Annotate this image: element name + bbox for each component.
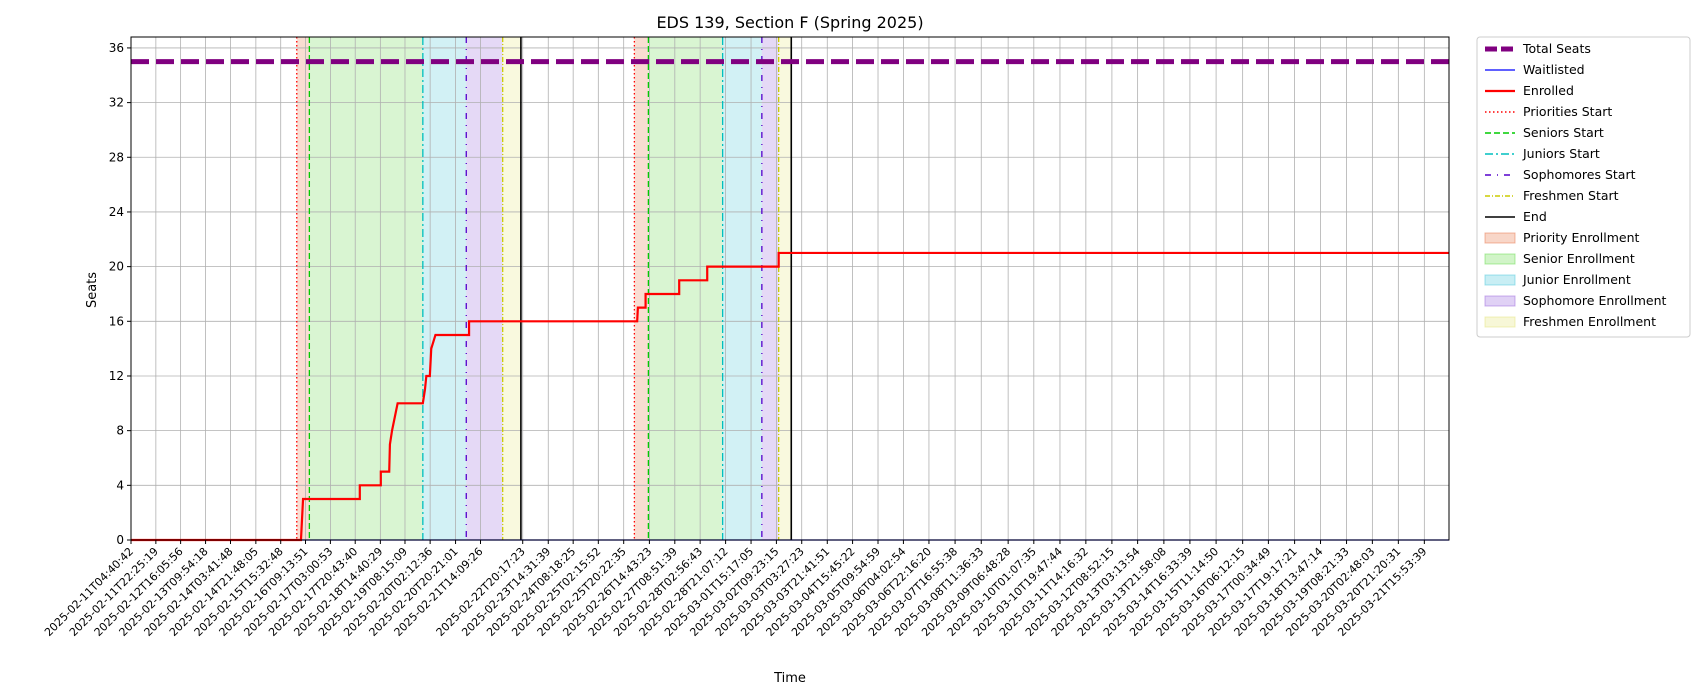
y-tick-label: 4 bbox=[116, 478, 124, 492]
legend-swatch bbox=[1484, 253, 1516, 265]
priority-enrollment-span bbox=[296, 37, 310, 540]
y-tick-label: 12 bbox=[109, 369, 124, 383]
legend-entry-sophomores-start: Sophomores Start bbox=[1523, 167, 1636, 182]
sophomore-enrollment-span bbox=[466, 37, 503, 540]
y-tick-label: 28 bbox=[109, 150, 124, 164]
junior-enrollment-span bbox=[422, 37, 467, 540]
y-tick-label: 24 bbox=[109, 205, 124, 219]
legend-entry-junior-enrollment: Junior Enrollment bbox=[1522, 272, 1631, 287]
y-tick-label: 32 bbox=[109, 96, 124, 110]
legend-entry-senior-enrollment: Senior Enrollment bbox=[1523, 251, 1635, 266]
legend: Total Seats Waitlisted Enrolled Priorities … bbox=[1476, 36, 1691, 338]
priority-enrollment-span bbox=[634, 37, 649, 540]
y-tick-label: 20 bbox=[109, 260, 124, 274]
legend-entry-freshmen-enrollment: Freshmen Enrollment bbox=[1523, 314, 1656, 329]
y-tick-label: 16 bbox=[109, 314, 124, 328]
y-tick-label: 8 bbox=[116, 424, 124, 438]
senior-enrollment-span bbox=[309, 37, 423, 540]
legend-entry-priority-enrollment: Priority Enrollment bbox=[1523, 230, 1640, 245]
legend-entry-priorities-start: Priorities Start bbox=[1523, 104, 1612, 119]
junior-enrollment-span bbox=[722, 37, 762, 540]
enrolled-series bbox=[131, 251, 1449, 542]
legend-entry-enrolled: Enrolled bbox=[1523, 83, 1574, 98]
y-tick-label: 36 bbox=[109, 41, 124, 55]
legend-swatch bbox=[1484, 316, 1516, 328]
legend-swatch bbox=[1484, 274, 1516, 286]
legend-entry-end: End bbox=[1523, 209, 1547, 224]
sophomore-enrollment-span bbox=[761, 37, 779, 540]
legend-swatch bbox=[1484, 232, 1516, 244]
chart-title: EDS 139, Section F (Spring 2025) bbox=[656, 13, 923, 32]
freshmen-enrollment-span bbox=[502, 37, 521, 540]
legend-entry-seniors-start: Seniors Start bbox=[1523, 125, 1604, 140]
plot-area: 048121620242832362025-02-11T04:40:422025… bbox=[42, 36, 1450, 639]
legend-entry-total-seats: Total Seats bbox=[1522, 41, 1591, 56]
legend-entry-waitlisted: Waitlisted bbox=[1523, 62, 1585, 77]
legend-box bbox=[1476, 36, 1691, 338]
legend-entry-freshmen-start: Freshmen Start bbox=[1523, 188, 1619, 203]
freshmen-enrollment-span bbox=[778, 37, 792, 540]
legend-entry-juniors-start: Juniors Start bbox=[1522, 146, 1600, 161]
plot-frame bbox=[130, 36, 1450, 541]
senior-enrollment-span bbox=[648, 37, 723, 540]
legend-entry-sophomore-enrollment: Sophomore Enrollment bbox=[1523, 293, 1667, 308]
y-axis-label: Seats bbox=[85, 272, 100, 308]
y-tick-label: 0 bbox=[116, 533, 124, 547]
x-axis-label: Time bbox=[773, 671, 806, 686]
legend-swatch bbox=[1484, 295, 1516, 307]
